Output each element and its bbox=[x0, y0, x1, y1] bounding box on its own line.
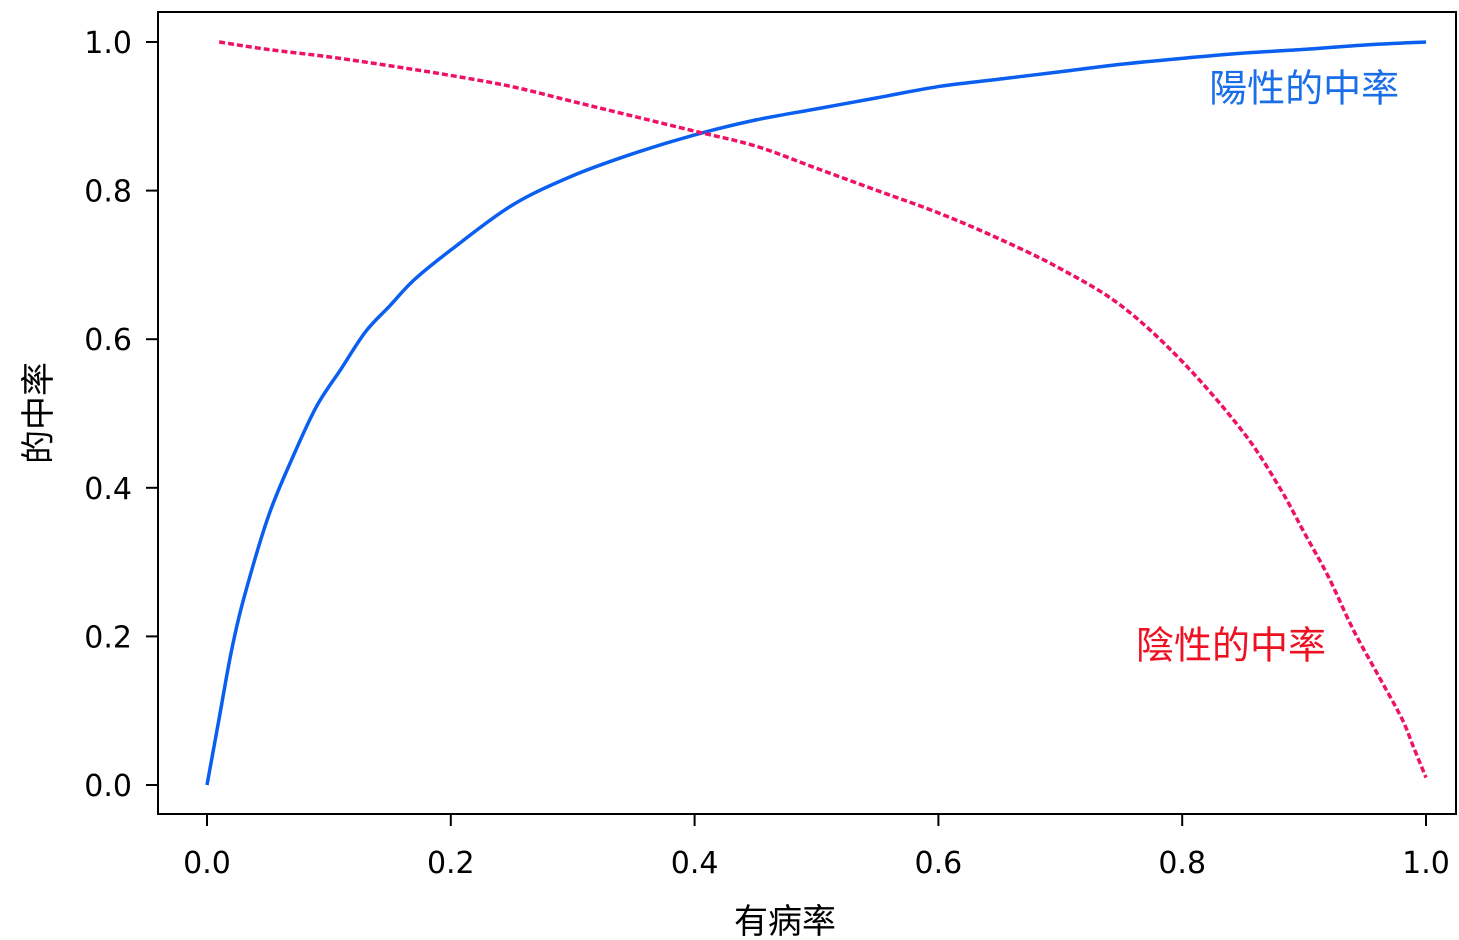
npv-series-label: 陰性的中率 bbox=[1136, 624, 1326, 668]
ppv-series-line bbox=[205, 40, 1427, 786]
x-tick-label: 0.0 bbox=[183, 846, 231, 881]
y-tick-label: 0.6 bbox=[84, 323, 132, 358]
x-axis: 0.0 0.2 0.4 0.6 0.8 1.0 bbox=[183, 814, 1450, 881]
y-tick-label: 0.8 bbox=[84, 175, 132, 210]
x-tick-label: 0.2 bbox=[427, 846, 475, 881]
x-tick-label: 1.0 bbox=[1402, 846, 1450, 881]
y-tick-label: 0.0 bbox=[84, 769, 132, 804]
y-tick-label: 0.2 bbox=[84, 620, 132, 655]
x-tick-label: 0.6 bbox=[915, 846, 963, 881]
x-tick-label: 0.8 bbox=[1158, 846, 1206, 881]
y-axis-title: 的中率 bbox=[19, 362, 59, 464]
ppv-series-label: 陽性的中率 bbox=[1209, 66, 1399, 110]
y-tick-label: 1.0 bbox=[84, 26, 132, 61]
y-axis: 0.0 0.2 0.4 0.6 0.8 1.0 bbox=[84, 26, 158, 804]
series-layer bbox=[205, 40, 1428, 786]
y-tick-label: 0.4 bbox=[84, 472, 132, 507]
npv-series-line bbox=[218, 40, 1428, 779]
x-tick-label: 0.4 bbox=[671, 846, 719, 881]
x-axis-title: 有病率 bbox=[734, 902, 836, 940]
plot-frame bbox=[157, 11, 1457, 815]
